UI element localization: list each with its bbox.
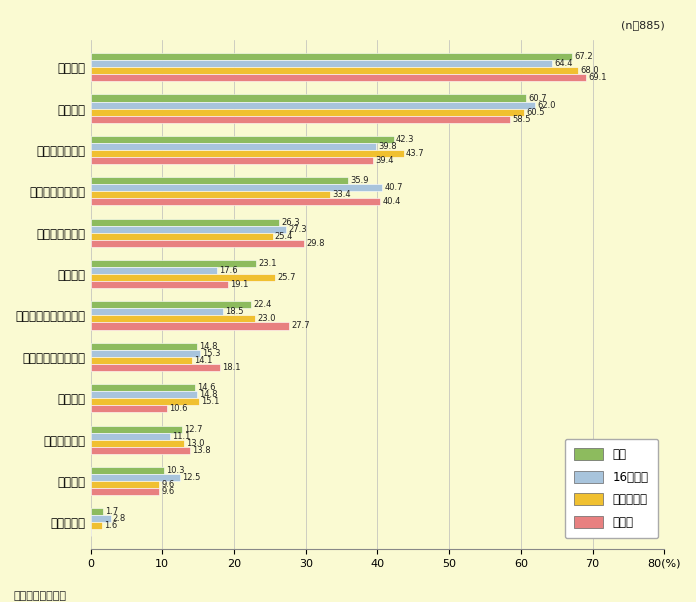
Bar bbox=[90, 481, 159, 488]
Legend: 総数, 16大都市, その他の市, 町・村: 総数, 16大都市, その他の市, 町・村 bbox=[564, 439, 658, 538]
Text: 40.4: 40.4 bbox=[382, 197, 401, 206]
Text: 10.6: 10.6 bbox=[168, 405, 187, 413]
Bar bbox=[90, 515, 111, 523]
Text: 39.4: 39.4 bbox=[375, 156, 394, 165]
Bar bbox=[90, 116, 510, 123]
Bar bbox=[90, 391, 197, 398]
Bar bbox=[90, 350, 200, 357]
Text: 18.1: 18.1 bbox=[223, 363, 241, 372]
Text: 27.7: 27.7 bbox=[292, 321, 310, 330]
Bar bbox=[90, 226, 286, 233]
Text: 23.0: 23.0 bbox=[258, 314, 276, 323]
Text: 15.1: 15.1 bbox=[201, 397, 219, 406]
Text: 25.7: 25.7 bbox=[277, 273, 296, 282]
Bar bbox=[90, 267, 216, 274]
Text: 68.0: 68.0 bbox=[580, 66, 599, 75]
Bar bbox=[90, 74, 586, 81]
Bar bbox=[90, 108, 524, 116]
Text: 9.6: 9.6 bbox=[161, 487, 175, 496]
Text: 14.8: 14.8 bbox=[199, 342, 217, 351]
Text: 13.8: 13.8 bbox=[191, 445, 210, 455]
Bar bbox=[90, 177, 348, 184]
Bar bbox=[90, 439, 184, 447]
Bar bbox=[90, 405, 166, 412]
Bar bbox=[90, 426, 182, 432]
Bar bbox=[90, 323, 290, 329]
Bar bbox=[90, 281, 228, 288]
Text: 1.6: 1.6 bbox=[104, 521, 118, 530]
Bar bbox=[90, 136, 394, 143]
Bar bbox=[90, 398, 199, 405]
Text: 23.1: 23.1 bbox=[258, 259, 277, 268]
Text: 9.6: 9.6 bbox=[161, 480, 175, 489]
Text: 62.0: 62.0 bbox=[537, 101, 556, 110]
Text: 19.1: 19.1 bbox=[230, 280, 248, 289]
Bar bbox=[90, 233, 273, 240]
Text: 12.7: 12.7 bbox=[184, 424, 203, 433]
Text: (n＝885): (n＝885) bbox=[621, 20, 664, 30]
Text: 1.7: 1.7 bbox=[105, 507, 118, 517]
Bar bbox=[90, 467, 164, 474]
Bar bbox=[90, 523, 102, 529]
Text: 60.7: 60.7 bbox=[528, 93, 546, 102]
Bar bbox=[90, 274, 275, 281]
Text: 11.1: 11.1 bbox=[173, 432, 191, 441]
Bar bbox=[90, 488, 159, 495]
Text: 15.3: 15.3 bbox=[203, 349, 221, 358]
Bar bbox=[90, 198, 380, 205]
Text: 13.0: 13.0 bbox=[186, 439, 205, 448]
Bar bbox=[90, 308, 223, 315]
Bar bbox=[90, 143, 376, 150]
Text: 18.5: 18.5 bbox=[226, 308, 244, 317]
Bar bbox=[90, 157, 373, 164]
Bar bbox=[90, 95, 526, 102]
Text: 資料）国土交通省: 資料）国土交通省 bbox=[14, 591, 67, 601]
Bar bbox=[90, 240, 304, 247]
Bar bbox=[90, 150, 404, 157]
Text: 69.1: 69.1 bbox=[588, 73, 607, 82]
Text: 35.9: 35.9 bbox=[350, 176, 369, 185]
Text: 14.8: 14.8 bbox=[199, 390, 217, 399]
Text: 14.1: 14.1 bbox=[193, 356, 212, 365]
Bar bbox=[90, 384, 196, 391]
Text: 67.2: 67.2 bbox=[575, 52, 593, 61]
Bar bbox=[90, 474, 180, 481]
Bar bbox=[90, 102, 535, 108]
Bar bbox=[90, 191, 330, 198]
Bar bbox=[90, 364, 221, 371]
Text: 33.4: 33.4 bbox=[332, 190, 351, 199]
Bar bbox=[90, 315, 255, 323]
Text: 64.4: 64.4 bbox=[555, 59, 573, 68]
Bar bbox=[90, 357, 191, 364]
Text: 26.3: 26.3 bbox=[281, 218, 300, 226]
Text: 17.6: 17.6 bbox=[219, 266, 237, 275]
Text: 10.3: 10.3 bbox=[166, 466, 185, 475]
Bar bbox=[90, 219, 279, 226]
Bar bbox=[90, 260, 256, 267]
Text: 27.3: 27.3 bbox=[288, 225, 307, 234]
Text: 29.8: 29.8 bbox=[306, 239, 325, 248]
Bar bbox=[90, 60, 553, 67]
Text: 42.3: 42.3 bbox=[396, 135, 415, 144]
Bar bbox=[90, 184, 382, 191]
Text: 39.8: 39.8 bbox=[378, 142, 397, 151]
Bar bbox=[90, 447, 189, 454]
Bar bbox=[90, 67, 578, 74]
Bar bbox=[90, 302, 251, 308]
Bar bbox=[90, 343, 197, 350]
Text: 43.7: 43.7 bbox=[406, 149, 425, 158]
Bar bbox=[90, 432, 170, 439]
Text: 2.8: 2.8 bbox=[113, 514, 126, 523]
Bar bbox=[90, 508, 103, 515]
Text: 12.5: 12.5 bbox=[182, 473, 200, 482]
Text: 40.7: 40.7 bbox=[385, 183, 403, 192]
Text: 25.4: 25.4 bbox=[275, 232, 293, 241]
Text: 22.4: 22.4 bbox=[253, 300, 271, 309]
Bar bbox=[90, 53, 572, 60]
Text: 14.6: 14.6 bbox=[198, 383, 216, 392]
Text: 60.5: 60.5 bbox=[527, 108, 545, 117]
Text: 58.5: 58.5 bbox=[512, 114, 531, 123]
